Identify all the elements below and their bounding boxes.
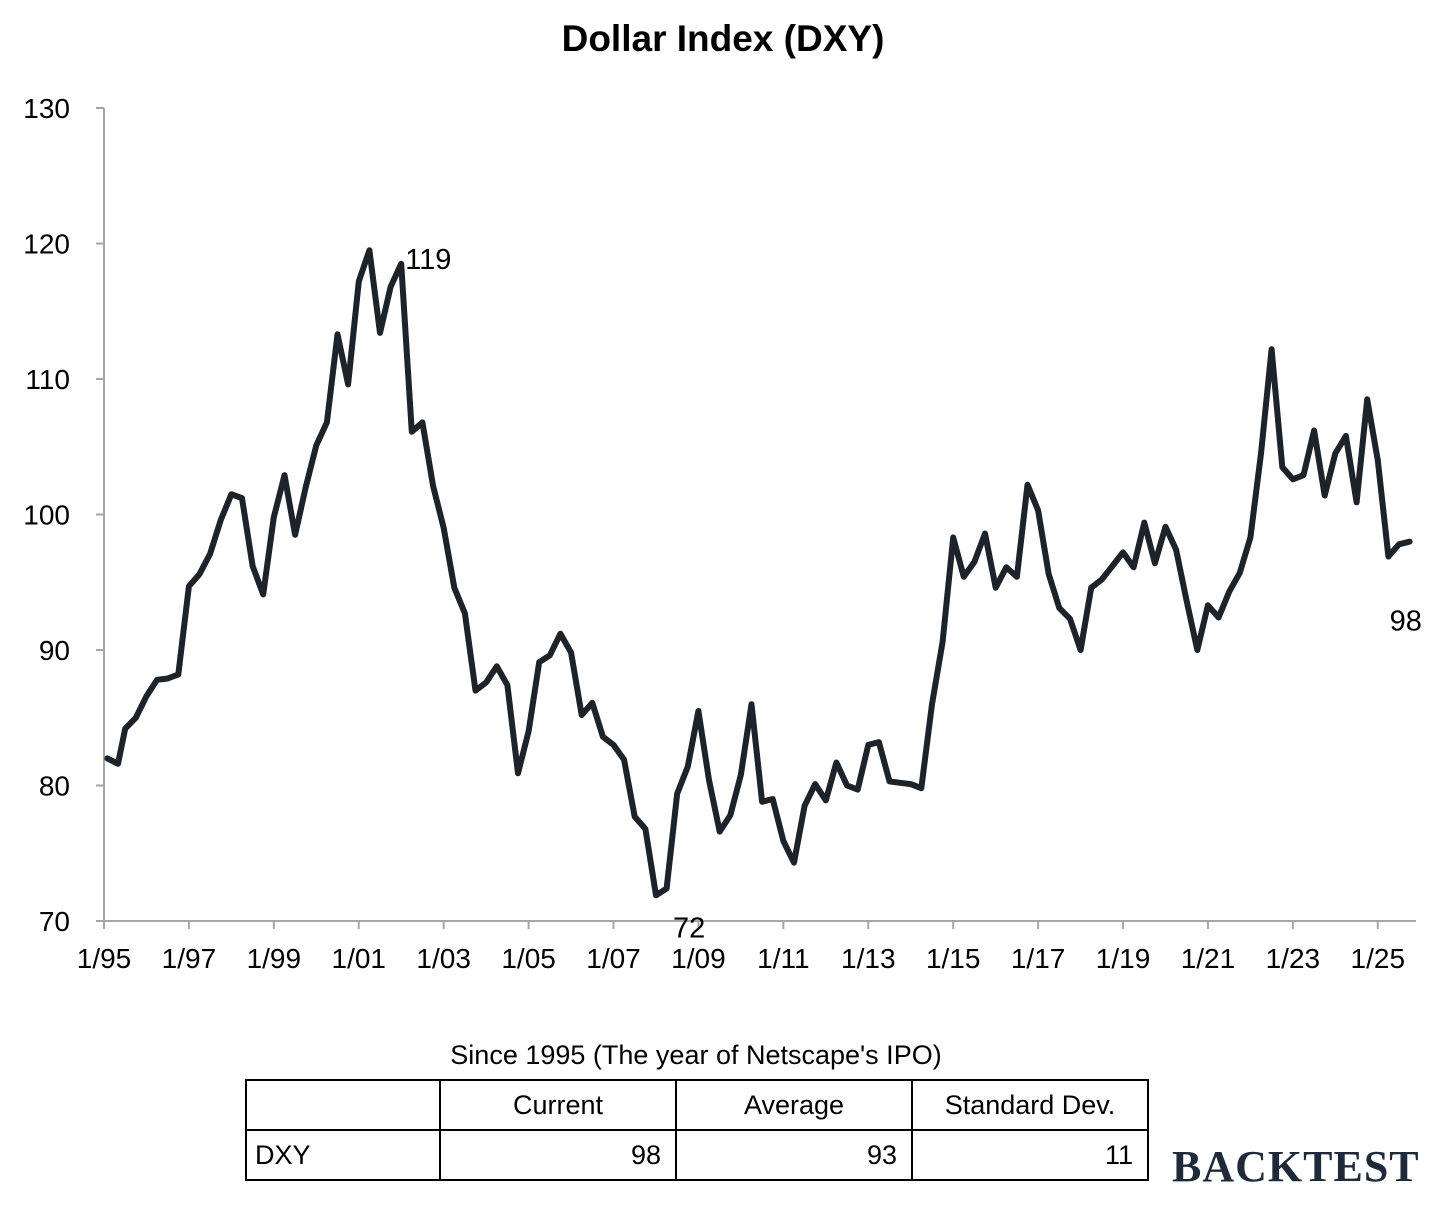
x-tick-label: 1/01	[332, 943, 387, 974]
x-tick-label: 1/21	[1181, 943, 1236, 974]
cell-current: 98	[439, 1129, 677, 1181]
annotation-layer: 119 72 98	[405, 244, 1422, 944]
header-cell-empty	[245, 1079, 441, 1131]
stats-table: Current Average Standard Dev. DXY 98 93 …	[245, 1079, 1149, 1181]
x-tick-label: 1/95	[77, 943, 132, 974]
x-tick-label: 1/05	[501, 943, 556, 974]
x-tick-label: 1/13	[841, 943, 896, 974]
cell-average: 93	[675, 1129, 913, 1181]
cell-std-dev: 11	[911, 1129, 1149, 1181]
table-row: DXY 98 93 11	[245, 1129, 1149, 1181]
x-tick-label: 1/09	[671, 943, 726, 974]
x-tick-label: 1/03	[416, 943, 471, 974]
y-tick-label: 100	[23, 500, 70, 531]
annotation-label: 72	[673, 912, 705, 944]
y-tick-label: 120	[23, 229, 70, 260]
y-tick-label: 90	[39, 635, 70, 666]
series-layer	[104, 247, 1413, 899]
x-tick-label: 1/11	[757, 943, 809, 974]
chart-title: Dollar Index (DXY)	[561, 18, 885, 59]
y-tick-label: 130	[23, 93, 70, 124]
x-tick-label: 1/97	[162, 943, 217, 974]
y-tick-label: 110	[25, 364, 70, 395]
x-tick-label: 1/17	[1011, 943, 1066, 974]
annotation-label: 119	[405, 244, 451, 276]
table-header-row: Current Average Standard Dev.	[245, 1079, 1149, 1131]
x-tick-label: 1/99	[247, 943, 302, 974]
y-axis: 70 80 90 100 110 120 130	[23, 93, 105, 937]
x-tick-label: 1/07	[586, 943, 641, 974]
x-tick-label: 1/25	[1351, 943, 1406, 974]
x-axis: 1/95 1/97 1/99 1/01 1/03 1/05 1/07 1/09 1/11 1/13…	[77, 920, 1416, 974]
dxy-series-line	[104, 247, 1413, 899]
header-cell-std-dev: Standard Dev.	[911, 1079, 1149, 1131]
header-cell-average: Average	[675, 1079, 913, 1131]
row-label-dxy: DXY	[245, 1129, 441, 1181]
x-tick-label: 1/23	[1266, 943, 1321, 974]
table-caption: Since 1995 (The year of Netscape's IPO)	[450, 1040, 942, 1070]
y-tick-label: 70	[39, 906, 70, 937]
header-cell-current: Current	[439, 1079, 677, 1131]
y-tick-label: 80	[39, 771, 70, 802]
backtest-logo: BACKTEST	[1172, 1142, 1420, 1191]
x-tick-label: 1/19	[1096, 943, 1151, 974]
x-tick-label: 1/15	[926, 943, 981, 974]
annotation-label: 98	[1390, 606, 1422, 638]
